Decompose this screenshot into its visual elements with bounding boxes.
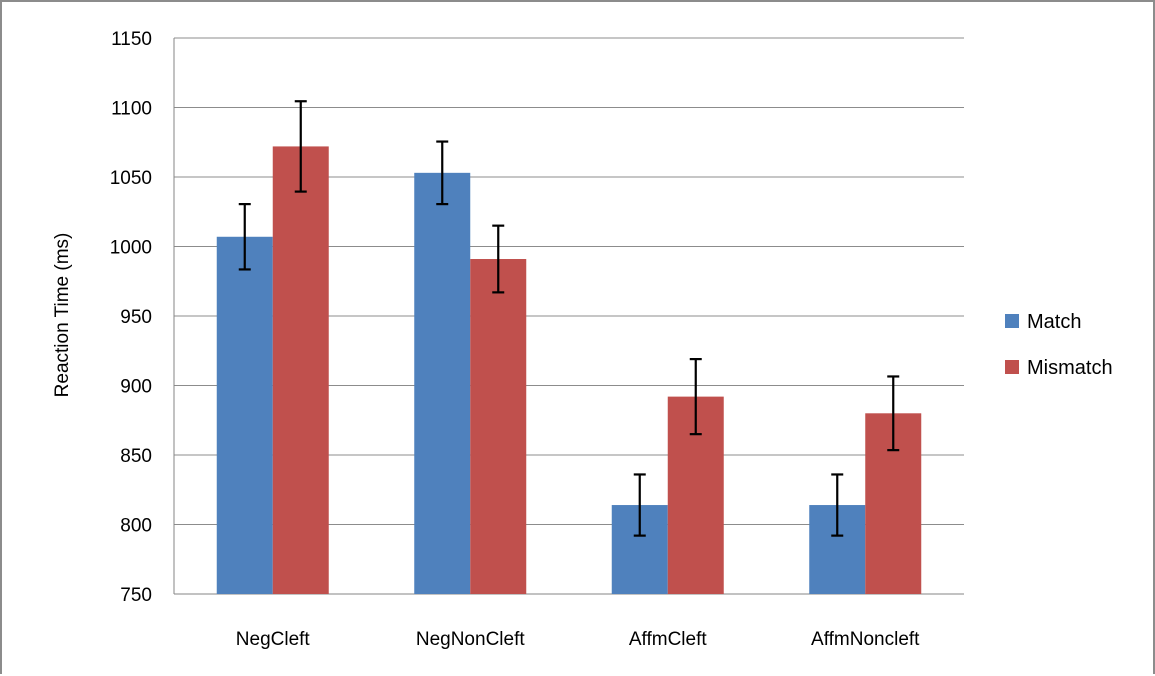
error-bar (492, 224, 505, 294)
legend-item-match: Match (1005, 311, 1081, 333)
legend-swatch (1005, 360, 1019, 374)
legend-swatch (1005, 314, 1019, 328)
error-bar (294, 100, 307, 193)
legend: Match Mismatch (1005, 311, 1113, 379)
x-tick-label: NegNonCleft (416, 629, 525, 650)
bar-match-negnoncleft (414, 172, 471, 594)
x-axis-ticks: NegCleft NegNonCleft AffmCleft AffmNoncleft (236, 629, 920, 650)
bar-mismatch-negcleft (272, 146, 329, 595)
error-bar (887, 375, 900, 452)
legend-item-mismatch: Mismatch (1005, 357, 1113, 379)
error-bars (238, 100, 900, 537)
y-tick-label: 1150 (111, 29, 152, 50)
y-tick-label: 750 (120, 585, 152, 606)
legend-label: Mismatch (1027, 357, 1113, 379)
y-axis-ticks: 750 800 850 900 950 1000 1050 1100 1150 (110, 29, 152, 606)
error-bar (436, 140, 449, 206)
y-axis-title: Reaction Time (ms) (52, 233, 73, 398)
error-bar (238, 203, 251, 271)
x-tick-label: AffmCleft (629, 629, 708, 650)
y-tick-label: 1000 (110, 238, 152, 259)
y-tick-label: 800 (120, 516, 152, 537)
x-tick-label: AffmNoncleft (811, 629, 920, 650)
y-tick-label: 1050 (110, 168, 152, 189)
bar-mismatch-negnoncleft (470, 259, 527, 594)
error-bar (689, 357, 702, 436)
error-bar (633, 473, 646, 537)
x-tick-label: NegCleft (236, 629, 311, 650)
y-tick-label: 1100 (111, 99, 152, 120)
bar-match-negcleft (216, 236, 273, 594)
legend-label: Match (1027, 311, 1081, 333)
y-tick-label: 850 (120, 446, 152, 467)
y-tick-label: 900 (120, 377, 152, 398)
y-tick-label: 950 (120, 307, 152, 328)
error-bar (831, 473, 844, 537)
bars (216, 146, 922, 595)
